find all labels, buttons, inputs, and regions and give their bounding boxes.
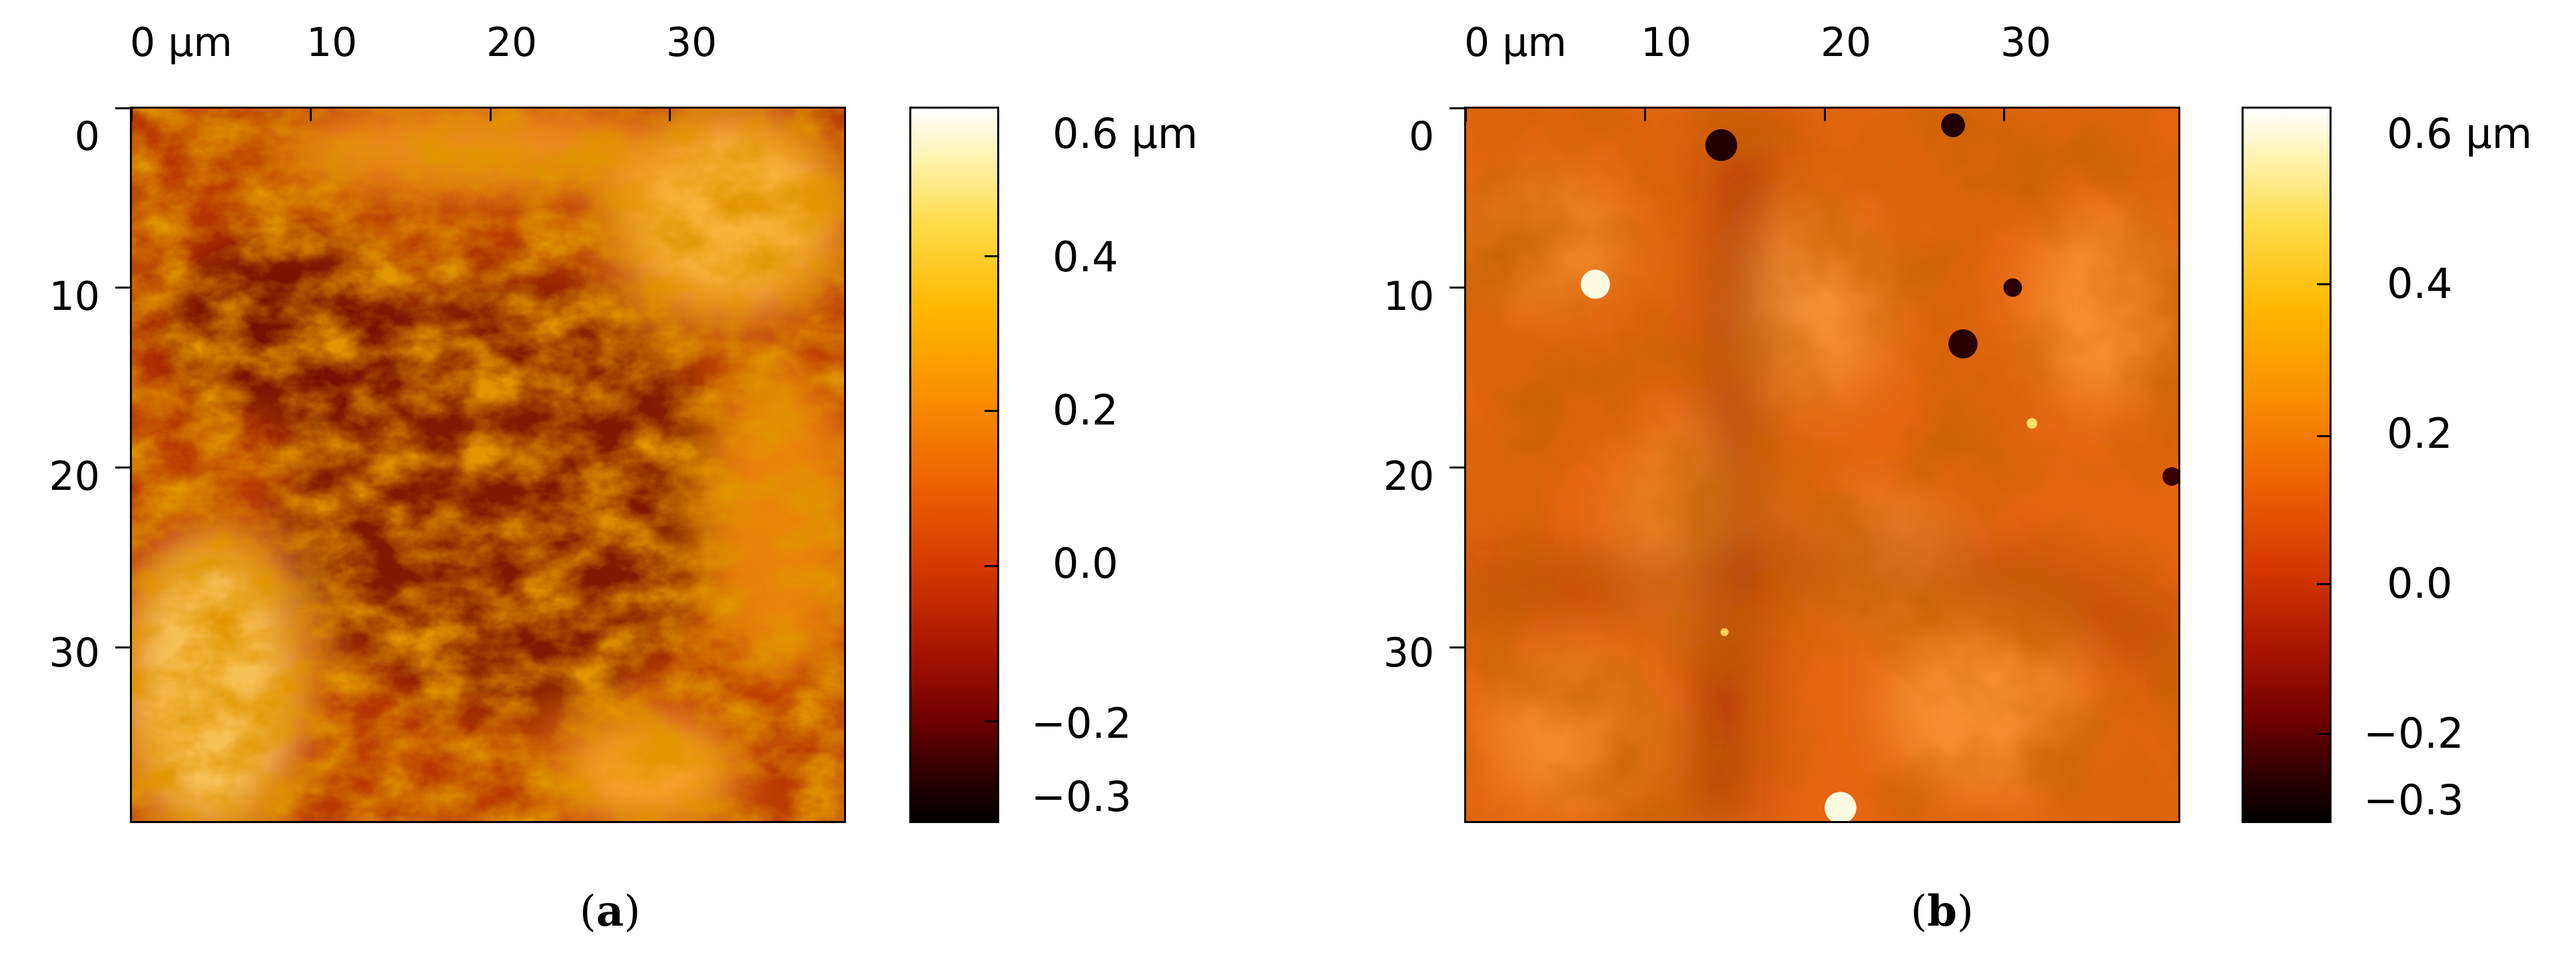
colorbar-tick-mark [2317,583,2332,585]
x-tick-mark [1644,107,1646,121]
y-tick-label: 30 [49,630,100,676]
colorbar-tick-mark [985,255,999,257]
y-tick-label: 30 [1383,630,1434,676]
colorbar-tick-label: −0.3 [2363,776,2464,824]
y-tick-label: 10 [49,273,100,320]
colorbar-tick-mark [2317,733,2332,735]
colorbar-tick-mark [985,410,999,412]
y-tick-mark [115,107,130,109]
x-tick-mark [490,107,492,121]
x-tick-mark [310,107,312,121]
afm-height-map-b [1464,107,2180,823]
x-tick-label: 10 [1641,19,1692,66]
x-tick-mark [131,107,133,121]
panel-caption: (b) [1911,886,1974,936]
y-tick-label: 20 [49,453,100,500]
x-tick-label: 30 [2000,19,2052,66]
x-tick-mark [2003,107,2005,121]
x-tick-label: 0 µm [1464,19,1567,66]
x-tick-label: 30 [666,19,717,66]
y-tick-mark [115,467,130,469]
x-tick-label: 10 [306,19,358,66]
colorbar-tick-mark [2317,283,2332,285]
colorbar-tick-mark [985,565,999,567]
x-tick-mark [1824,107,1826,121]
y-tick-mark [115,646,130,648]
y-tick-label: 0 [74,113,100,160]
colorbar-tick-label: 0.4 [1053,233,1118,281]
y-tick-label: 20 [1383,453,1434,500]
colorbar-tick-label: −0.2 [1031,699,1132,748]
panel-caption: (a) [580,886,641,936]
x-tick-label: 20 [1821,19,1872,66]
x-tick-mark [669,107,671,121]
afm-height-map-a [130,107,846,823]
x-tick-mark [1465,107,1467,121]
x-tick-label: 0 µm [130,19,232,66]
y-tick-label: 10 [1383,273,1434,320]
colorbar-tick-label: 0.4 [2387,259,2453,308]
colorbar [909,107,999,823]
colorbar [2242,107,2332,823]
colorbar-tick-mark [2317,435,2332,437]
colorbar-tick-label: 0.0 [2387,559,2453,608]
afm-panel-a: 0 µm 10 20 30 0 10 20 30 0.6 µm 0.4 0.2 … [49,19,1198,936]
afm-panel-b: 0 µm 10 20 30 0 10 20 30 0.6 µm 0.4 0.2 … [1288,0,2576,959]
colorbar-tick-label: −0.3 [1031,772,1132,821]
colorbar-tick-label: 0.6 µm [1053,109,1198,158]
y-tick-mark [1450,107,1464,109]
y-tick-mark [115,287,130,289]
colorbar-tick-label: 0.2 [2387,409,2453,458]
y-tick-label: 0 [1408,113,1434,160]
colorbar-tick-mark [985,720,999,722]
colorbar-tick-label: 0.2 [1053,386,1118,435]
y-tick-mark [1450,646,1464,648]
y-tick-mark [1450,287,1464,289]
colorbar-tick-label: 0.6 µm [2387,109,2533,158]
x-tick-label: 20 [486,19,538,66]
colorbar-tick-label: 0.0 [1053,539,1118,588]
y-tick-mark [1450,467,1464,469]
colorbar-tick-label: −0.2 [2363,709,2464,758]
